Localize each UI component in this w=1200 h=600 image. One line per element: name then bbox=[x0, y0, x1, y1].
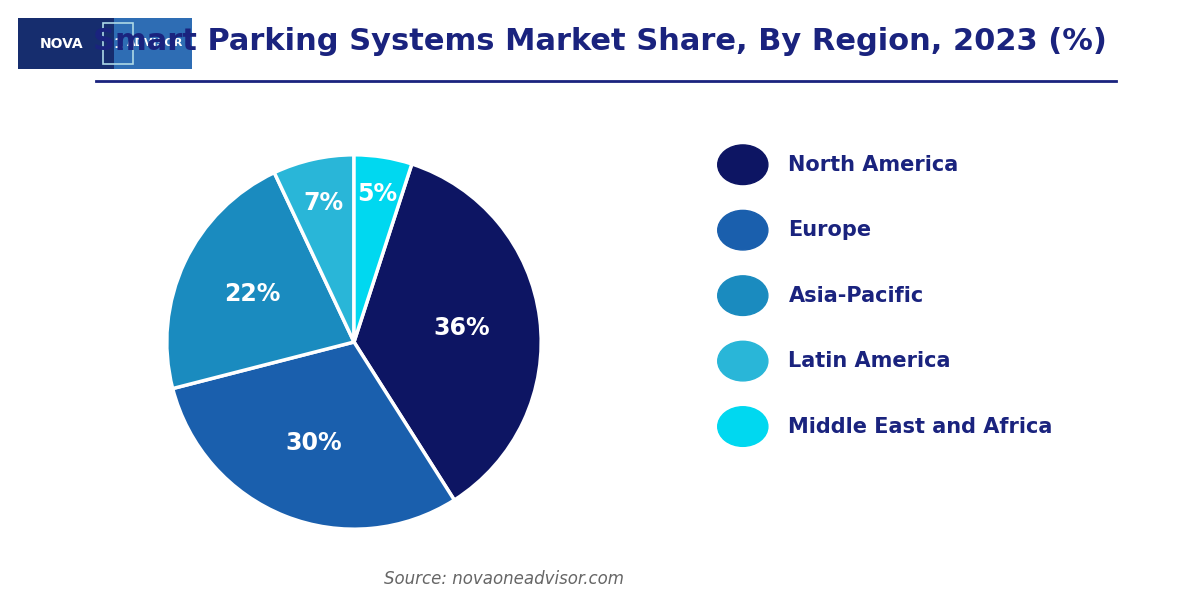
Text: Asia-Pacific: Asia-Pacific bbox=[788, 286, 924, 305]
Circle shape bbox=[718, 276, 768, 316]
Circle shape bbox=[718, 145, 768, 185]
Circle shape bbox=[718, 211, 768, 250]
Text: Source: novaoneadvisor.com: Source: novaoneadvisor.com bbox=[384, 570, 624, 588]
Wedge shape bbox=[167, 173, 354, 389]
Text: 5%: 5% bbox=[358, 182, 397, 206]
Text: ADVISOR: ADVISOR bbox=[127, 38, 184, 49]
Wedge shape bbox=[275, 155, 354, 342]
FancyBboxPatch shape bbox=[18, 18, 192, 69]
Text: 36%: 36% bbox=[433, 316, 490, 340]
Wedge shape bbox=[354, 164, 541, 500]
Wedge shape bbox=[354, 155, 412, 342]
Wedge shape bbox=[173, 342, 455, 529]
Text: NOVA: NOVA bbox=[40, 37, 83, 50]
Text: 30%: 30% bbox=[286, 431, 342, 455]
Text: Middle East and Africa: Middle East and Africa bbox=[788, 416, 1052, 437]
Text: Europe: Europe bbox=[788, 220, 871, 240]
Text: Smart Parking Systems Market Share, By Region, 2023 (%): Smart Parking Systems Market Share, By R… bbox=[94, 27, 1106, 56]
Text: Latin America: Latin America bbox=[788, 351, 950, 371]
Circle shape bbox=[718, 341, 768, 381]
Text: 1: 1 bbox=[113, 37, 122, 50]
Text: 22%: 22% bbox=[224, 282, 281, 306]
FancyBboxPatch shape bbox=[114, 18, 192, 69]
Text: North America: North America bbox=[788, 155, 959, 175]
FancyBboxPatch shape bbox=[18, 18, 114, 69]
Circle shape bbox=[718, 407, 768, 446]
Text: 7%: 7% bbox=[302, 191, 343, 215]
